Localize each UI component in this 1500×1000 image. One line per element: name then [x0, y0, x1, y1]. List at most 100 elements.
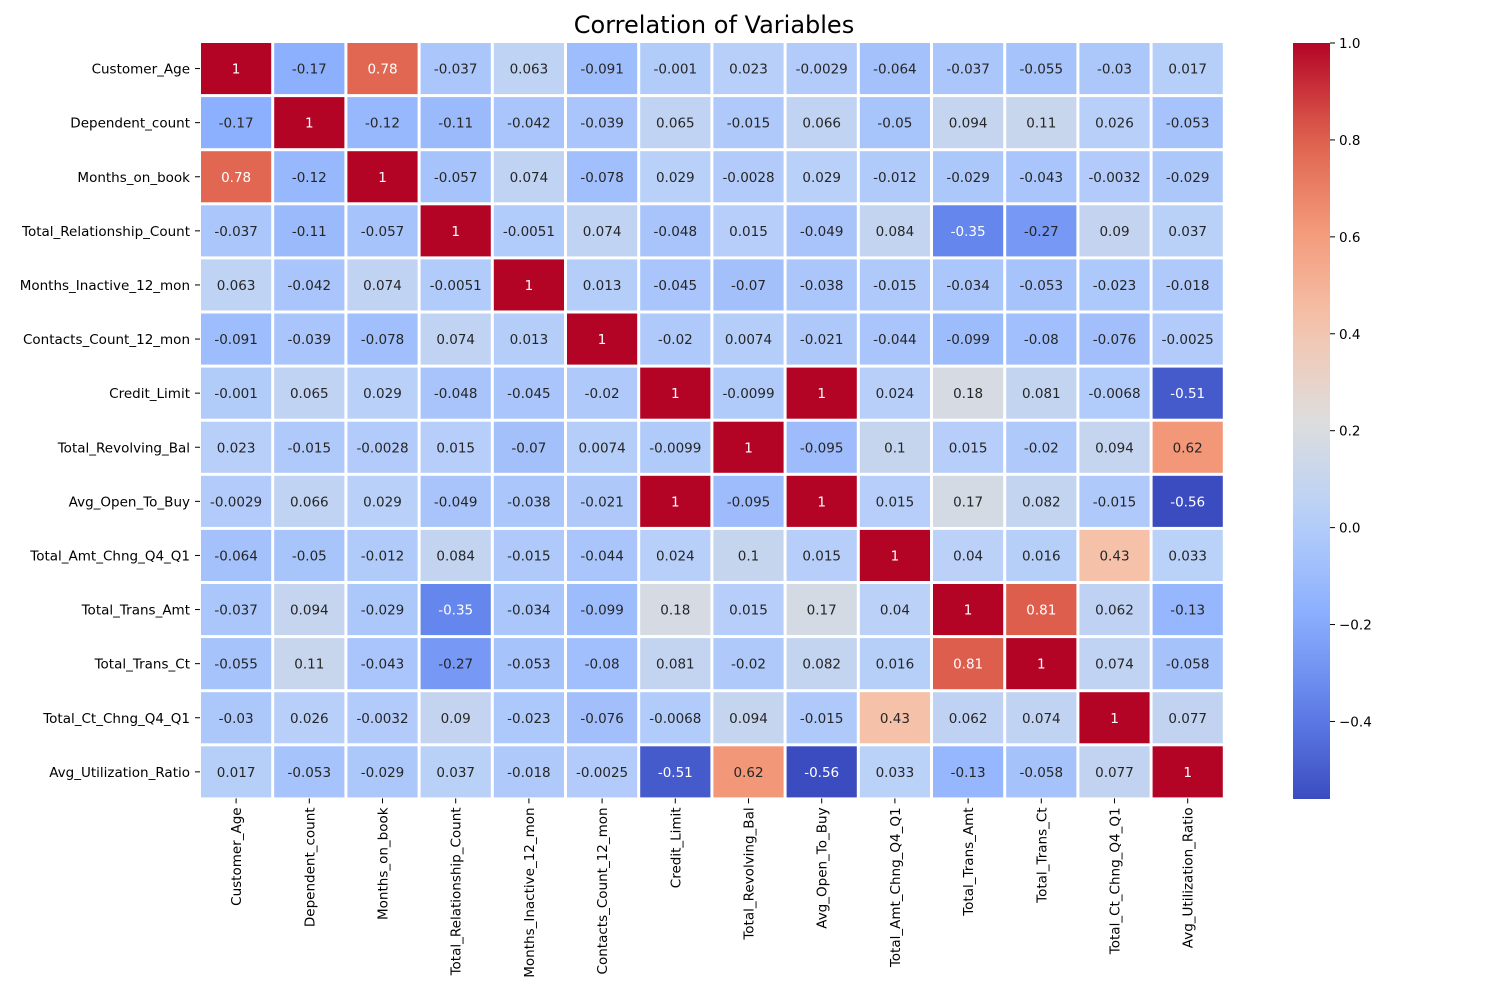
y-tick-label: Total_Trans_Amt	[81, 603, 190, 619]
heatmap-cell	[567, 313, 638, 365]
heatmap-cell	[567, 584, 638, 636]
cell-value-label: -0.099	[946, 332, 990, 348]
cell-value-label: -0.029	[946, 170, 990, 186]
cell-value-label: 0.094	[290, 603, 329, 619]
heatmap-cell	[201, 421, 272, 473]
heatmap-cell	[201, 746, 272, 798]
y-tick-label: Total_Revolving_Bal	[57, 440, 190, 456]
cell-value-label: -0.35	[438, 603, 473, 619]
heatmap-cell	[420, 692, 491, 744]
x-tick-labels: Customer_Age Dependent_count Months_on_boo…	[229, 798, 1197, 978]
heatmap-cell	[274, 151, 345, 203]
cell-value-label: 1	[305, 116, 314, 132]
cell-value-label: 0.084	[876, 224, 915, 240]
y-tick-label: Avg_Open_To_Buy	[69, 494, 190, 510]
heatmap-cell	[347, 421, 418, 473]
cell-value-label: 0.017	[217, 765, 256, 781]
heatmap-cell	[933, 421, 1004, 473]
cell-value-label: 0.62	[1173, 440, 1203, 456]
heatmap-cell	[493, 43, 564, 95]
cell-value-label: -0.044	[580, 548, 624, 564]
cell-value-label: 0.013	[510, 332, 549, 348]
heatmap-cell	[567, 367, 638, 419]
heatmap-cell	[1079, 529, 1150, 581]
cell-value-label: 0.066	[802, 116, 841, 132]
cell-value-label: -0.058	[1166, 657, 1210, 673]
cell-value-label: 0.033	[876, 765, 915, 781]
cell-value-label: -0.35	[951, 224, 986, 240]
heatmap-cell	[567, 638, 638, 690]
cell-value-label: -0.023	[1093, 278, 1137, 294]
cell-value-label: -0.078	[580, 170, 624, 186]
cell-value-label: -0.076	[1093, 332, 1137, 348]
heatmap-cell	[1079, 313, 1150, 365]
y-tick-label: Months_on_book	[77, 170, 190, 186]
y-tick-label: Total_Amt_Chng_Q4_Q1	[29, 548, 190, 564]
heatmap-cell	[859, 584, 930, 636]
cell-value-label: 0.063	[510, 62, 549, 78]
x-tick-label: Total_Revolving_Bal	[742, 807, 758, 940]
heatmap-cell	[640, 638, 711, 690]
cell-value-label: -0.0068	[1088, 386, 1140, 402]
cell-value-label: 0.04	[880, 603, 910, 619]
cell-value-label: -0.015	[727, 116, 771, 132]
heatmap-cell	[1152, 43, 1223, 95]
cell-value-label: -0.07	[731, 278, 766, 294]
heatmap-cell	[786, 367, 857, 419]
cell-value-label: 0.074	[363, 278, 402, 294]
cell-value-label: 1	[232, 62, 241, 78]
heatmap-cell	[713, 421, 784, 473]
cell-value-label: 0.029	[802, 170, 841, 186]
heatmap-cell	[493, 529, 564, 581]
x-tick-label: Credit_Limit	[668, 807, 684, 888]
cell-value-label: 0.18	[660, 603, 690, 619]
cell-value-label: 1	[1037, 657, 1046, 673]
heatmap-cell	[859, 692, 930, 744]
heatmap-cell	[713, 367, 784, 419]
cell-value-label: -0.0029	[796, 62, 848, 78]
heatmap-cell	[274, 529, 345, 581]
heatmap-cell	[933, 43, 1004, 95]
cell-value-label: -0.055	[1020, 62, 1064, 78]
heatmap-cell	[933, 205, 1004, 257]
cell-value-label: 0.081	[1022, 386, 1061, 402]
cell-value-label: -0.039	[288, 332, 332, 348]
colorbar-tick-label: 0.0	[1339, 521, 1360, 537]
heatmap-cell	[1006, 97, 1077, 149]
cell-value-label: 0.024	[656, 548, 695, 564]
cell-value-label: 0.09	[441, 711, 471, 727]
cell-value-label: 0.015	[802, 548, 841, 564]
heatmap-cell	[1079, 151, 1150, 203]
x-tick-label: Dependent_count	[302, 807, 318, 927]
heatmap-cell	[640, 746, 711, 798]
heatmap-cell	[1152, 475, 1223, 527]
cell-value-label: -0.51	[1170, 386, 1205, 402]
cell-value-label: -0.17	[219, 116, 254, 132]
heatmap-cell	[713, 746, 784, 798]
cell-value-label: -0.018	[1166, 278, 1210, 294]
heatmap-cell	[420, 313, 491, 365]
heatmap-cell	[1079, 746, 1150, 798]
cell-value-label: 0.081	[656, 657, 695, 673]
cell-value-label: -0.045	[507, 386, 551, 402]
heatmap-cell	[1079, 367, 1150, 419]
heatmap-cell	[493, 205, 564, 257]
cell-value-label: 0.43	[1099, 548, 1129, 564]
cell-value-label: -0.015	[1093, 494, 1137, 510]
cell-value-label: -0.029	[361, 603, 405, 619]
heatmap-cell	[640, 43, 711, 95]
heatmap-cell	[1152, 97, 1223, 149]
cell-value-label: -0.048	[654, 224, 698, 240]
cell-value-label: -0.091	[214, 332, 258, 348]
heatmap-cell	[1079, 205, 1150, 257]
heatmap-cell	[1152, 367, 1223, 419]
heatmap-cell	[1079, 421, 1150, 473]
cell-value-label: -0.08	[585, 657, 620, 673]
cell-value-label: -0.0051	[503, 224, 555, 240]
heatmap-cell	[1079, 584, 1150, 636]
heatmap-cell	[567, 421, 638, 473]
heatmap-cell	[1006, 151, 1077, 203]
heatmap-cell	[201, 43, 272, 95]
y-tick-label: Total_Ct_Chng_Q4_Q1	[42, 711, 190, 727]
heatmap-cell	[201, 205, 272, 257]
